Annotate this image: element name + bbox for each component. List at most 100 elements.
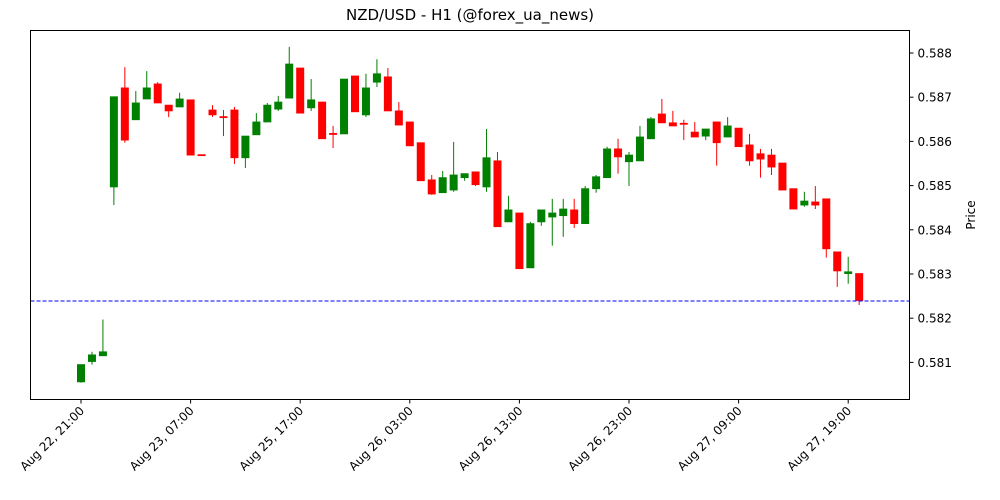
y-tick-label: 0.587 xyxy=(918,91,952,105)
candle xyxy=(296,67,305,114)
x-tick-label: Aug 26, 03:00 xyxy=(346,404,416,474)
y-axis-label: Price xyxy=(964,200,978,229)
candle xyxy=(690,121,699,138)
candle xyxy=(142,71,151,100)
y-tick-label: 0.585 xyxy=(918,179,952,193)
y-tick-label: 0.582 xyxy=(918,312,952,326)
candle xyxy=(77,364,86,383)
candle-body xyxy=(723,125,732,138)
candle-body xyxy=(581,188,590,225)
candle xyxy=(833,251,842,287)
x-tick-label: Aug 26, 13:00 xyxy=(456,404,526,474)
candle-body xyxy=(340,78,349,135)
candle-body xyxy=(164,104,173,112)
candle xyxy=(340,78,349,135)
candle-body xyxy=(690,131,699,138)
candle xyxy=(416,142,425,182)
candle-body xyxy=(372,73,381,83)
y-tick-label: 0.586 xyxy=(918,135,952,149)
candle xyxy=(734,127,743,148)
candle xyxy=(745,133,754,166)
candle xyxy=(372,59,381,88)
candle xyxy=(592,174,601,193)
candle xyxy=(208,105,217,118)
candle-body xyxy=(537,209,546,223)
candle xyxy=(712,121,721,166)
candle-body xyxy=(427,179,436,195)
candle-body xyxy=(603,148,612,179)
candle xyxy=(504,195,513,223)
candle xyxy=(329,125,338,149)
candle-body xyxy=(109,96,118,188)
candle-body xyxy=(197,154,206,157)
candle xyxy=(822,198,831,258)
candle xyxy=(164,104,173,118)
candle-body xyxy=(296,67,305,114)
candles-layer xyxy=(77,46,864,383)
candle xyxy=(482,129,491,192)
candle-body xyxy=(77,364,86,383)
candle xyxy=(756,148,765,178)
candle xyxy=(274,95,283,111)
candle xyxy=(789,188,798,210)
y-axis: 0.581 0.582 0.583 0.584 0.585 0.586 0.587 0.588 xyxy=(909,47,952,370)
candle xyxy=(767,148,776,175)
candle xyxy=(657,98,666,124)
candle-body xyxy=(559,208,568,217)
candle xyxy=(109,96,118,206)
candle-body xyxy=(800,200,809,206)
candle xyxy=(515,212,524,270)
candle-body xyxy=(350,75,359,113)
candle xyxy=(460,173,469,181)
candle xyxy=(153,82,162,104)
x-tick-label: Aug 25, 17:00 xyxy=(237,404,307,474)
plot-frame xyxy=(30,30,910,400)
candle xyxy=(175,92,184,108)
candle-body xyxy=(438,177,447,194)
candle xyxy=(701,128,710,141)
candle-body xyxy=(789,188,798,210)
candle xyxy=(219,110,228,137)
y-tick-label: 0.581 xyxy=(918,356,952,370)
candle-body xyxy=(416,142,425,182)
candle-body xyxy=(394,110,403,126)
x-tick-label: Aug 23, 07:00 xyxy=(127,404,197,474)
candle xyxy=(241,135,250,168)
candle xyxy=(186,99,195,156)
candle-body xyxy=(767,154,776,168)
candle xyxy=(471,171,480,187)
candle xyxy=(350,75,359,113)
candle-body xyxy=(679,122,688,125)
candle-body xyxy=(329,133,338,135)
candle xyxy=(318,101,327,140)
candle xyxy=(548,198,557,246)
candle-body xyxy=(471,171,480,186)
candle-body xyxy=(318,101,327,140)
candle xyxy=(723,117,732,138)
candle-body xyxy=(493,160,502,228)
candle xyxy=(844,256,853,284)
candle xyxy=(427,174,436,195)
candle xyxy=(646,117,655,140)
candle-body xyxy=(822,198,831,250)
candle-body xyxy=(230,109,239,159)
candle xyxy=(120,67,129,143)
candle-body xyxy=(635,136,644,162)
candle-body xyxy=(274,101,283,110)
candle-body xyxy=(778,162,787,191)
candle-body xyxy=(526,223,535,269)
x-tick-label: Aug 26, 23:00 xyxy=(565,404,635,474)
candle-body xyxy=(361,87,370,116)
candle xyxy=(570,198,579,229)
candle-body xyxy=(120,87,129,141)
candle xyxy=(285,46,294,99)
candle xyxy=(603,146,612,179)
candle xyxy=(537,209,546,226)
candle-body xyxy=(405,121,414,147)
candle-body xyxy=(252,121,261,136)
candle-body xyxy=(460,173,469,179)
candle xyxy=(87,351,96,365)
candle xyxy=(855,273,864,305)
candle-body xyxy=(701,128,710,137)
candle xyxy=(493,152,502,228)
